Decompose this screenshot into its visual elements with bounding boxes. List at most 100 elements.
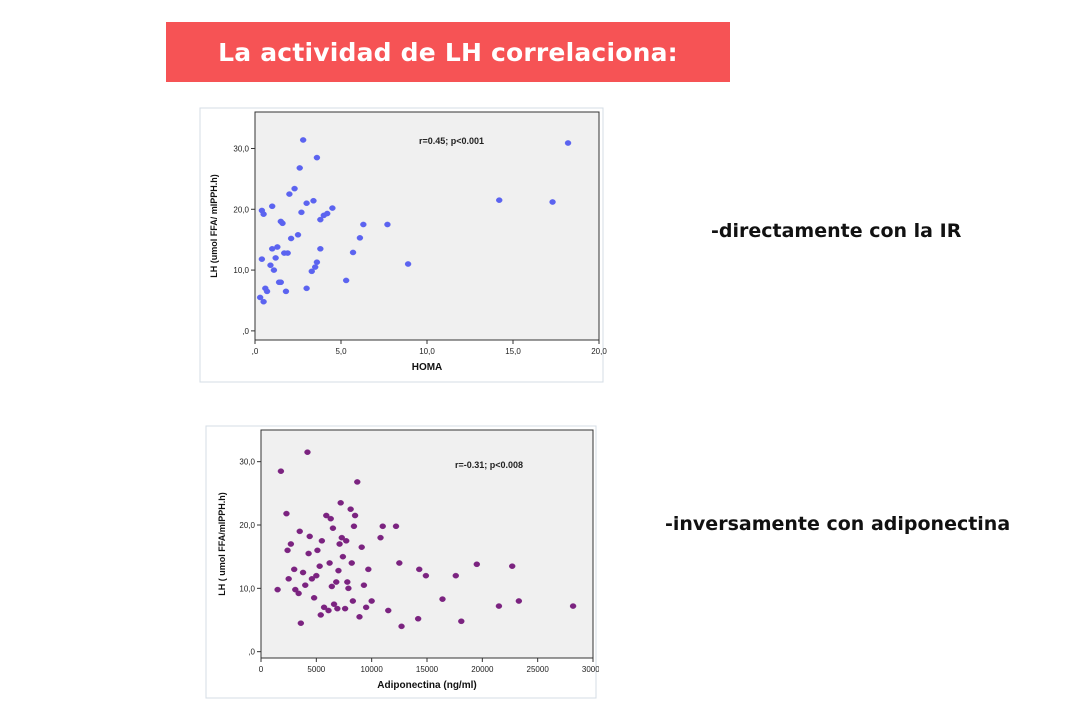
data-point [348, 560, 355, 566]
data-point [296, 528, 303, 535]
y-tick-label: 30,0 [233, 144, 249, 153]
x-tick-label: 10,0 [419, 347, 435, 356]
data-point [337, 500, 344, 506]
data-point [256, 294, 264, 301]
x-tick-label: 30000 [582, 665, 599, 674]
data-point [286, 191, 293, 197]
data-point [549, 199, 556, 205]
data-point [350, 523, 358, 530]
data-point [379, 523, 386, 530]
x-tick-label: 5,0 [335, 347, 347, 356]
data-point [329, 205, 336, 211]
x-axis-label: HOMA [412, 362, 443, 373]
data-point [509, 563, 516, 569]
data-point [297, 620, 305, 626]
data-point [356, 614, 363, 620]
data-point [304, 449, 311, 455]
x-tick-label: 20,0 [591, 347, 607, 356]
data-point [345, 585, 352, 592]
data-point [292, 586, 299, 593]
data-point [334, 605, 341, 612]
data-point [496, 197, 503, 203]
data-point [339, 553, 347, 560]
data-point [310, 197, 317, 204]
data-point [368, 598, 375, 604]
data-point [282, 288, 290, 295]
data-point [287, 235, 295, 242]
data-point [317, 612, 324, 618]
slide-title: La actividad de LH correlaciona: [218, 37, 678, 67]
data-point [263, 288, 271, 295]
data-point [313, 572, 320, 579]
data-point [291, 185, 298, 192]
data-point [290, 566, 298, 573]
data-point [303, 200, 310, 206]
data-point [329, 525, 337, 531]
data-point [303, 285, 310, 292]
data-point [452, 572, 459, 579]
data-point [267, 262, 274, 269]
data-point [317, 245, 324, 252]
data-point [323, 512, 330, 519]
data-point [360, 221, 367, 228]
data-point [354, 479, 361, 485]
x-tick-label: 20000 [471, 665, 494, 674]
data-point [333, 579, 340, 585]
data-point [277, 279, 285, 286]
data-point [260, 298, 267, 305]
data-point [311, 264, 319, 270]
data-point [306, 533, 313, 540]
data-point [439, 596, 446, 602]
correlation-annotation: r=0.45; p<0.001 [419, 136, 484, 146]
title-banner: La actividad de LH correlaciona: [166, 22, 730, 82]
data-point [260, 211, 267, 217]
data-point [384, 221, 391, 228]
data-point [330, 601, 338, 607]
data-point [569, 603, 577, 609]
data-point [299, 137, 307, 143]
data-point [336, 541, 343, 547]
x-tick-label: 10000 [361, 665, 384, 674]
data-point [295, 590, 302, 597]
y-tick-label: 20,0 [239, 521, 255, 530]
data-point [341, 605, 349, 612]
data-point [358, 544, 365, 550]
data-point [284, 250, 291, 256]
x-axis-label: Adiponectina (ng/ml) [377, 680, 476, 691]
data-point [344, 579, 351, 585]
data-point [294, 232, 302, 238]
data-point [495, 603, 503, 609]
data-point [328, 583, 336, 590]
data-point [351, 512, 359, 519]
data-point [362, 604, 370, 611]
data-point [404, 261, 412, 267]
data-point [258, 256, 266, 262]
y-tick-label: 10,0 [239, 584, 255, 593]
x-tick-label: 0 [259, 665, 264, 674]
data-point [318, 538, 326, 544]
data-point [343, 538, 350, 544]
plot-area [260, 429, 594, 659]
x-tick-label: 5000 [307, 665, 325, 674]
data-point [327, 515, 334, 522]
data-point [316, 563, 323, 569]
data-point [268, 203, 276, 210]
data-point [302, 582, 309, 588]
data-point [422, 572, 430, 579]
plot-area [254, 111, 600, 341]
data-point [285, 576, 292, 582]
data-point [385, 607, 392, 614]
y-axis-label: LH ( umol FFA/mlPPH.h) [217, 492, 227, 596]
data-point [377, 534, 384, 541]
data-point [349, 249, 357, 256]
data-point [347, 506, 354, 512]
correlation-annotation: r=-0.31; p<0.008 [455, 460, 523, 470]
data-point [365, 566, 372, 573]
data-point [313, 259, 321, 265]
y-axis-label: LH (umol FFA/ mlPPH.h) [209, 174, 219, 278]
y-tick-label: 10,0 [233, 266, 249, 275]
data-point [274, 244, 281, 250]
data-point [396, 560, 403, 566]
data-point [414, 615, 422, 622]
data-point [274, 586, 281, 593]
